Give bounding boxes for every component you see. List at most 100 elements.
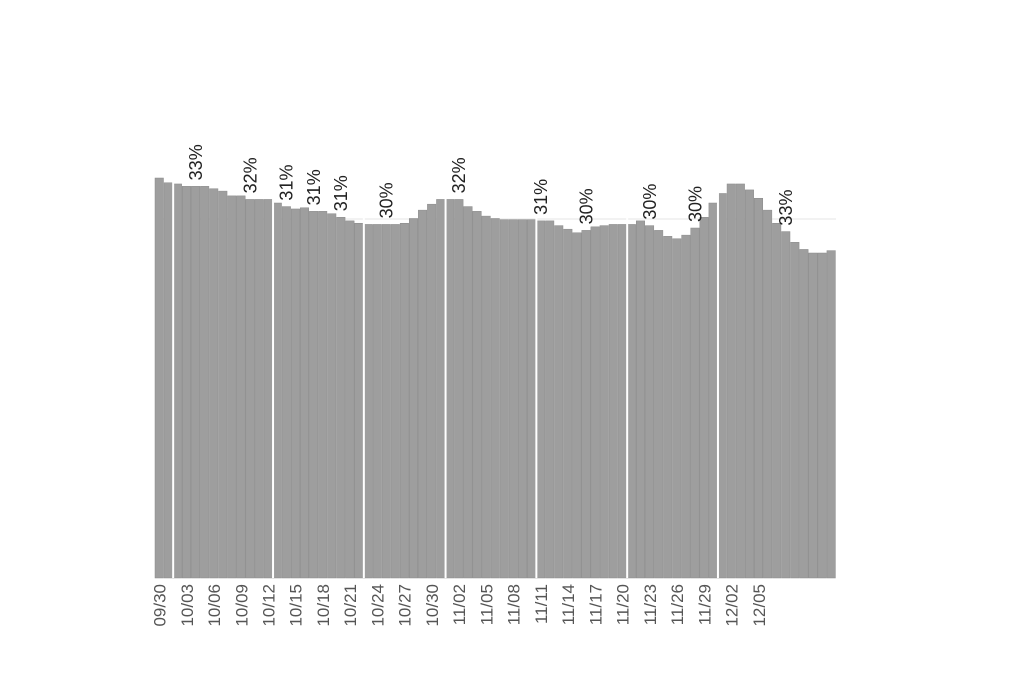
x-tick-label: 12/05 [750,584,769,627]
data-label: 31% [304,169,324,205]
bar [581,230,591,579]
bar [245,199,255,579]
bar [744,189,754,579]
bar [227,195,237,579]
bar [281,206,291,579]
separators-group [172,173,719,578]
bar [363,224,373,579]
bar [209,188,219,579]
bar [381,224,391,579]
x-axis-ticks: 09/30 10/03 10/06 10/09 10/12 10/15 10/18 10/21… [151,584,769,627]
bar [172,183,182,579]
bar [481,215,491,579]
bar [517,219,527,579]
bar [327,213,337,579]
bar [463,206,473,579]
bar [290,208,300,579]
x-tick-label: 11/20 [614,584,633,625]
bar [472,211,482,579]
bar [508,219,518,579]
bar [663,236,673,579]
bar [254,199,264,579]
x-tick-label: 11/02 [450,584,469,625]
x-tick-label: 10/24 [368,584,387,627]
bar [626,224,636,579]
bar [781,231,791,579]
bar [654,230,664,579]
data-label: 27% [0,0,36,4]
bar [681,234,691,579]
bar [563,228,573,579]
bar [445,199,455,579]
bar [699,217,709,579]
bar [318,211,328,579]
x-tick-label: 10/21 [341,584,360,627]
bar [436,199,446,579]
x-tick-label: 10/06 [205,584,224,627]
x-tick-label: 10/15 [287,584,306,627]
x-tick-label: 10/27 [396,584,415,627]
bar [200,186,210,579]
bar [345,220,355,579]
bar [772,222,782,579]
bar [735,183,745,579]
bar [181,186,191,579]
bar [590,226,600,579]
bar [717,193,727,579]
bar [263,199,273,579]
bar [708,202,718,579]
data-label: 31% [277,165,297,201]
bar [808,252,818,579]
bars-group [154,177,836,579]
x-tick-label: 11/08 [505,584,524,625]
data-label: 31% [531,179,551,215]
bar [390,224,400,579]
x-tick-label: 10/12 [260,584,279,627]
bar [790,242,800,579]
bar [499,219,509,579]
data-label: 30% [576,188,596,224]
bar [672,238,682,579]
x-tick-label: 09/30 [151,584,170,627]
x-tick-label: 11/26 [668,584,687,625]
bar [645,225,655,579]
bar [527,219,537,579]
bar [300,207,310,579]
bar [218,190,228,579]
data-label: 31% [331,175,351,211]
bar [427,203,437,579]
bar [826,250,836,579]
x-tick-label: 11/05 [477,584,496,625]
x-tick-label: 11/17 [586,584,605,625]
bar [617,224,627,579]
data-label: 32% [449,157,469,193]
bar [354,222,364,579]
bar [799,249,809,579]
x-tick-label: 11/14 [559,584,578,625]
bar [545,220,555,579]
bar [754,197,764,579]
bar [399,222,409,579]
bar [490,218,500,579]
bar [336,217,346,579]
bar [372,224,382,579]
x-tick-label: 10/09 [232,584,251,627]
bar [599,225,609,579]
data-label: 32% [240,157,260,193]
bar [817,252,827,579]
bar [272,202,282,579]
bar [408,218,418,579]
x-tick-label: 11/29 [695,584,714,625]
bar [726,183,736,579]
x-tick-label: 11/23 [641,584,660,625]
x-tick-label: 11/11 [532,584,551,624]
bar [635,220,645,579]
bar [418,209,428,579]
x-tick-label: 10/30 [423,584,442,627]
x-tick-label: 12/02 [723,584,742,627]
bar [554,225,564,579]
bar [454,199,464,579]
x-tick-label: 10/18 [314,584,333,627]
bar [309,211,319,579]
